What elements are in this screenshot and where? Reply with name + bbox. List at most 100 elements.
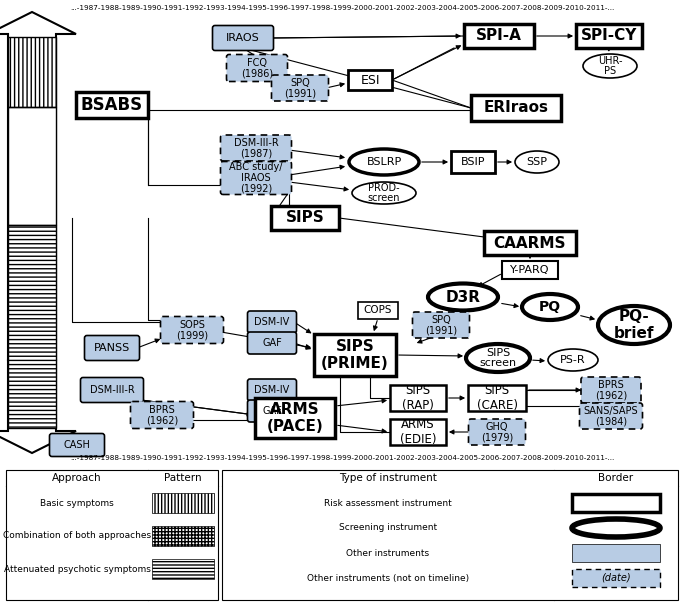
Text: Basic symptoms: Basic symptoms [40, 498, 114, 507]
FancyBboxPatch shape [85, 335, 140, 361]
Bar [152, 493, 214, 513]
Text: SIPS: SIPS [286, 211, 324, 226]
Bar [390, 385, 446, 411]
Text: SIPS
screen: SIPS screen [479, 347, 516, 368]
Bar [8, 107, 56, 225]
FancyBboxPatch shape [469, 419, 525, 445]
Polygon shape [0, 360, 76, 453]
Ellipse shape [466, 344, 530, 372]
Text: ...-1987-1988-1989-1990-1991-1992-1993-1994-1995-1996-1997-1998-1999-2000-2001-2: ...-1987-1988-1989-1990-1991-1992-1993-1… [70, 455, 614, 461]
Bar [152, 526, 214, 546]
Text: BSLRP: BSLRP [367, 157, 402, 167]
Bar [255, 398, 335, 438]
Text: CAARMS: CAARMS [494, 235, 566, 250]
Bar [8, 37, 56, 107]
Text: (date): (date) [601, 573, 631, 583]
Bar [8, 37, 56, 107]
Ellipse shape [572, 519, 660, 537]
Text: DSM-IV: DSM-IV [254, 385, 289, 395]
Text: COPS: COPS [364, 305, 392, 315]
FancyBboxPatch shape [579, 403, 642, 429]
Text: ...-1987-1988-1989-1990-1991-1992-1993-1994-1995-1996-1997-1998-1999-2000-2001-2: ...-1987-1988-1989-1990-1991-1992-1993-1… [70, 5, 614, 11]
FancyBboxPatch shape [220, 135, 291, 161]
Bar [8, 107, 56, 225]
Bar [390, 419, 446, 445]
Bar [314, 334, 396, 376]
Text: ESI: ESI [360, 73, 380, 87]
Text: PQ: PQ [539, 300, 561, 314]
Text: Screening instrument: Screening instrument [339, 524, 437, 533]
Ellipse shape [548, 349, 598, 371]
Text: SIPS
(RAP): SIPS (RAP) [402, 385, 434, 412]
Bar [271, 206, 339, 230]
Text: Other instruments: Other instruments [346, 548, 430, 557]
Text: PS-R: PS-R [560, 355, 586, 365]
Text: SOPS
(1999): SOPS (1999) [176, 320, 208, 340]
Text: Pattern: Pattern [164, 473, 202, 483]
FancyBboxPatch shape [248, 311, 296, 333]
Text: SPI-CY: SPI-CY [581, 28, 637, 43]
Text: BSABS: BSABS [81, 96, 143, 114]
Text: IRAOS: IRAOS [226, 33, 260, 43]
Bar [468, 385, 526, 411]
Bar [76, 92, 148, 118]
Text: ERIraos: ERIraos [484, 101, 549, 116]
Text: Risk assessment instrument: Risk assessment instrument [324, 498, 452, 507]
Bar [8, 225, 56, 428]
Bar [6, 470, 218, 600]
Ellipse shape [428, 284, 498, 311]
Text: BPRS
(1962): BPRS (1962) [146, 405, 178, 426]
Text: Attenuated psychotic symptoms: Attenuated psychotic symptoms [3, 565, 150, 574]
Polygon shape [0, 12, 76, 360]
Text: FCQ
(1986): FCQ (1986) [241, 58, 273, 78]
FancyBboxPatch shape [226, 55, 287, 81]
Text: UHR-
PS: UHR- PS [598, 55, 622, 76]
Bar [502, 261, 558, 279]
Bar [484, 231, 576, 255]
Text: D3R: D3R [445, 290, 480, 305]
Text: ARMS
(EDIE): ARMS (EDIE) [399, 418, 436, 445]
Ellipse shape [352, 182, 416, 204]
FancyBboxPatch shape [248, 332, 296, 354]
FancyBboxPatch shape [581, 377, 641, 403]
Bar [8, 225, 56, 428]
Ellipse shape [349, 149, 419, 175]
Text: SPQ
(1991): SPQ (1991) [425, 315, 457, 335]
Text: BSIP: BSIP [461, 157, 485, 167]
Text: Type of instrument: Type of instrument [339, 473, 437, 483]
Bar [471, 95, 561, 121]
Text: PQ-
brief: PQ- brief [614, 309, 655, 341]
Text: SANS/SAPS
(1984): SANS/SAPS (1984) [583, 406, 638, 426]
Bar [358, 302, 398, 318]
Bar [152, 559, 214, 579]
Text: GAF: GAF [262, 338, 282, 348]
Bar [572, 544, 660, 562]
Text: SPI-A: SPI-A [476, 28, 522, 43]
Bar [222, 470, 678, 600]
FancyBboxPatch shape [220, 161, 291, 194]
Bar [348, 70, 392, 90]
FancyBboxPatch shape [412, 312, 469, 338]
FancyBboxPatch shape [248, 379, 296, 401]
Text: Border: Border [598, 473, 633, 483]
FancyBboxPatch shape [213, 25, 274, 51]
Bar [464, 24, 534, 48]
Text: GHQ
(1979): GHQ (1979) [481, 421, 513, 442]
Text: Other instruments (not on timeline): Other instruments (not on timeline) [307, 574, 469, 583]
Ellipse shape [583, 54, 637, 78]
FancyBboxPatch shape [161, 317, 224, 344]
FancyBboxPatch shape [131, 402, 194, 429]
Bar [572, 569, 660, 587]
Text: ARMS
(PACE): ARMS (PACE) [267, 402, 324, 433]
Text: SSP: SSP [527, 157, 547, 167]
Text: DSM-III-R: DSM-III-R [90, 385, 134, 395]
Text: GAF: GAF [262, 406, 282, 416]
FancyBboxPatch shape [81, 377, 144, 403]
Text: SPQ
(1991): SPQ (1991) [284, 78, 316, 98]
Text: CASH: CASH [64, 440, 90, 450]
Text: BPRS
(1962): BPRS (1962) [595, 380, 627, 400]
Ellipse shape [522, 294, 578, 320]
FancyBboxPatch shape [49, 433, 105, 456]
Text: DSM-IV: DSM-IV [254, 317, 289, 327]
FancyBboxPatch shape [248, 400, 296, 422]
